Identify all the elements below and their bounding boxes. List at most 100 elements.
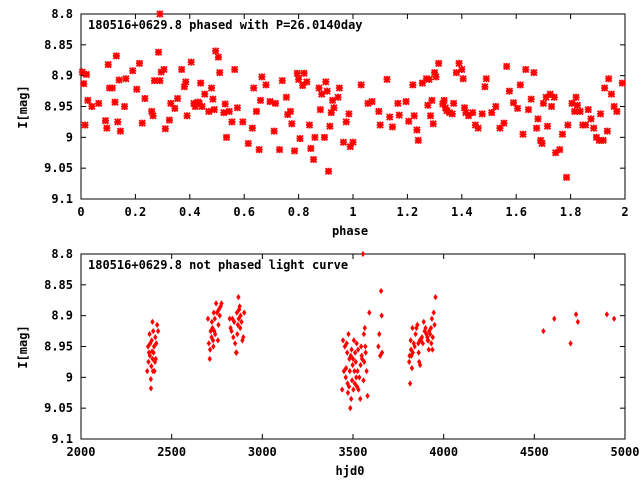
data-point bbox=[84, 96, 92, 104]
data-point bbox=[323, 87, 331, 95]
data-point bbox=[363, 343, 368, 350]
data-point bbox=[346, 383, 352, 390]
data-point bbox=[500, 119, 508, 127]
data-point bbox=[219, 300, 224, 307]
data-point bbox=[234, 349, 239, 356]
data-point bbox=[241, 334, 246, 341]
data-point bbox=[572, 93, 580, 101]
data-point bbox=[357, 81, 365, 89]
data-point bbox=[275, 146, 284, 154]
data-point bbox=[349, 395, 354, 403]
data-point bbox=[95, 99, 103, 108]
data-point bbox=[148, 376, 153, 383]
data-point bbox=[239, 318, 244, 325]
data-point bbox=[211, 343, 216, 350]
data-point bbox=[590, 124, 598, 132]
data-point bbox=[256, 96, 265, 104]
data-point bbox=[537, 136, 545, 145]
data-point bbox=[353, 358, 358, 366]
data-point bbox=[151, 327, 156, 335]
data-point bbox=[120, 102, 129, 111]
unphased-data-points bbox=[145, 250, 617, 412]
data-point bbox=[115, 76, 123, 84]
data-point bbox=[154, 48, 163, 56]
data-point bbox=[345, 349, 350, 356]
data-point bbox=[160, 65, 168, 74]
data-point bbox=[546, 90, 554, 98]
data-point bbox=[315, 84, 323, 92]
data-point bbox=[367, 309, 372, 316]
phased-x-tick-label: 0.4 bbox=[179, 205, 201, 219]
data-point bbox=[209, 318, 215, 325]
data-point bbox=[410, 324, 415, 332]
data-point bbox=[356, 386, 361, 393]
data-point bbox=[571, 107, 579, 116]
data-point bbox=[618, 79, 626, 87]
data-point bbox=[339, 138, 348, 146]
data-point bbox=[478, 110, 486, 118]
data-point bbox=[217, 312, 222, 319]
data-point bbox=[116, 127, 125, 135]
data-point bbox=[135, 59, 144, 67]
data-point bbox=[354, 374, 359, 381]
data-point bbox=[309, 155, 318, 164]
data-point bbox=[407, 358, 412, 366]
data-point bbox=[198, 102, 206, 111]
data-point bbox=[428, 96, 436, 104]
data-point bbox=[235, 331, 240, 338]
phased-y-tick-label: 9.05 bbox=[44, 161, 73, 175]
phased-x-tick-label: 0 bbox=[77, 205, 84, 219]
data-point bbox=[154, 340, 159, 347]
data-point bbox=[214, 53, 222, 61]
data-point bbox=[358, 343, 364, 350]
data-point bbox=[190, 99, 198, 108]
data-point bbox=[519, 130, 527, 138]
data-point bbox=[152, 368, 157, 375]
data-point bbox=[111, 98, 119, 106]
data-point bbox=[258, 73, 266, 81]
data-point bbox=[550, 93, 558, 101]
data-point bbox=[231, 334, 236, 341]
data-point bbox=[596, 110, 605, 118]
data-point bbox=[248, 124, 256, 132]
phased-x-tick-label: 1.6 bbox=[505, 205, 527, 219]
data-point bbox=[413, 331, 418, 338]
data-point bbox=[342, 118, 350, 126]
data-point bbox=[613, 107, 621, 116]
data-point bbox=[394, 99, 402, 108]
data-point bbox=[564, 121, 572, 129]
data-point bbox=[474, 124, 482, 132]
data-point bbox=[430, 346, 435, 353]
data-point bbox=[207, 355, 212, 362]
data-point bbox=[108, 84, 116, 92]
phased-y-tick-label: 9 bbox=[66, 130, 73, 144]
unphased-x-axis-label: hjd0 bbox=[336, 464, 365, 478]
data-point bbox=[416, 349, 421, 356]
data-point bbox=[347, 368, 352, 375]
data-point bbox=[232, 340, 238, 347]
data-point bbox=[353, 349, 358, 356]
data-point bbox=[543, 122, 552, 130]
data-point bbox=[418, 79, 426, 87]
data-point bbox=[278, 76, 286, 85]
data-point bbox=[377, 331, 382, 338]
unphased-y-tick-label: 8.8 bbox=[51, 247, 73, 261]
data-point bbox=[231, 65, 239, 74]
data-point bbox=[496, 124, 504, 132]
phased-x-tick-label: 1.4 bbox=[451, 205, 473, 219]
data-point bbox=[232, 318, 237, 325]
data-point bbox=[603, 127, 611, 135]
data-point bbox=[351, 337, 357, 344]
data-point bbox=[328, 96, 337, 104]
data-point bbox=[239, 118, 247, 126]
data-point bbox=[173, 94, 182, 103]
data-point bbox=[459, 75, 467, 83]
data-point bbox=[524, 105, 533, 114]
data-point bbox=[335, 84, 344, 92]
data-point bbox=[80, 80, 88, 88]
data-point bbox=[149, 363, 154, 370]
data-point bbox=[365, 392, 370, 399]
data-point bbox=[266, 97, 274, 106]
data-point bbox=[129, 67, 137, 75]
